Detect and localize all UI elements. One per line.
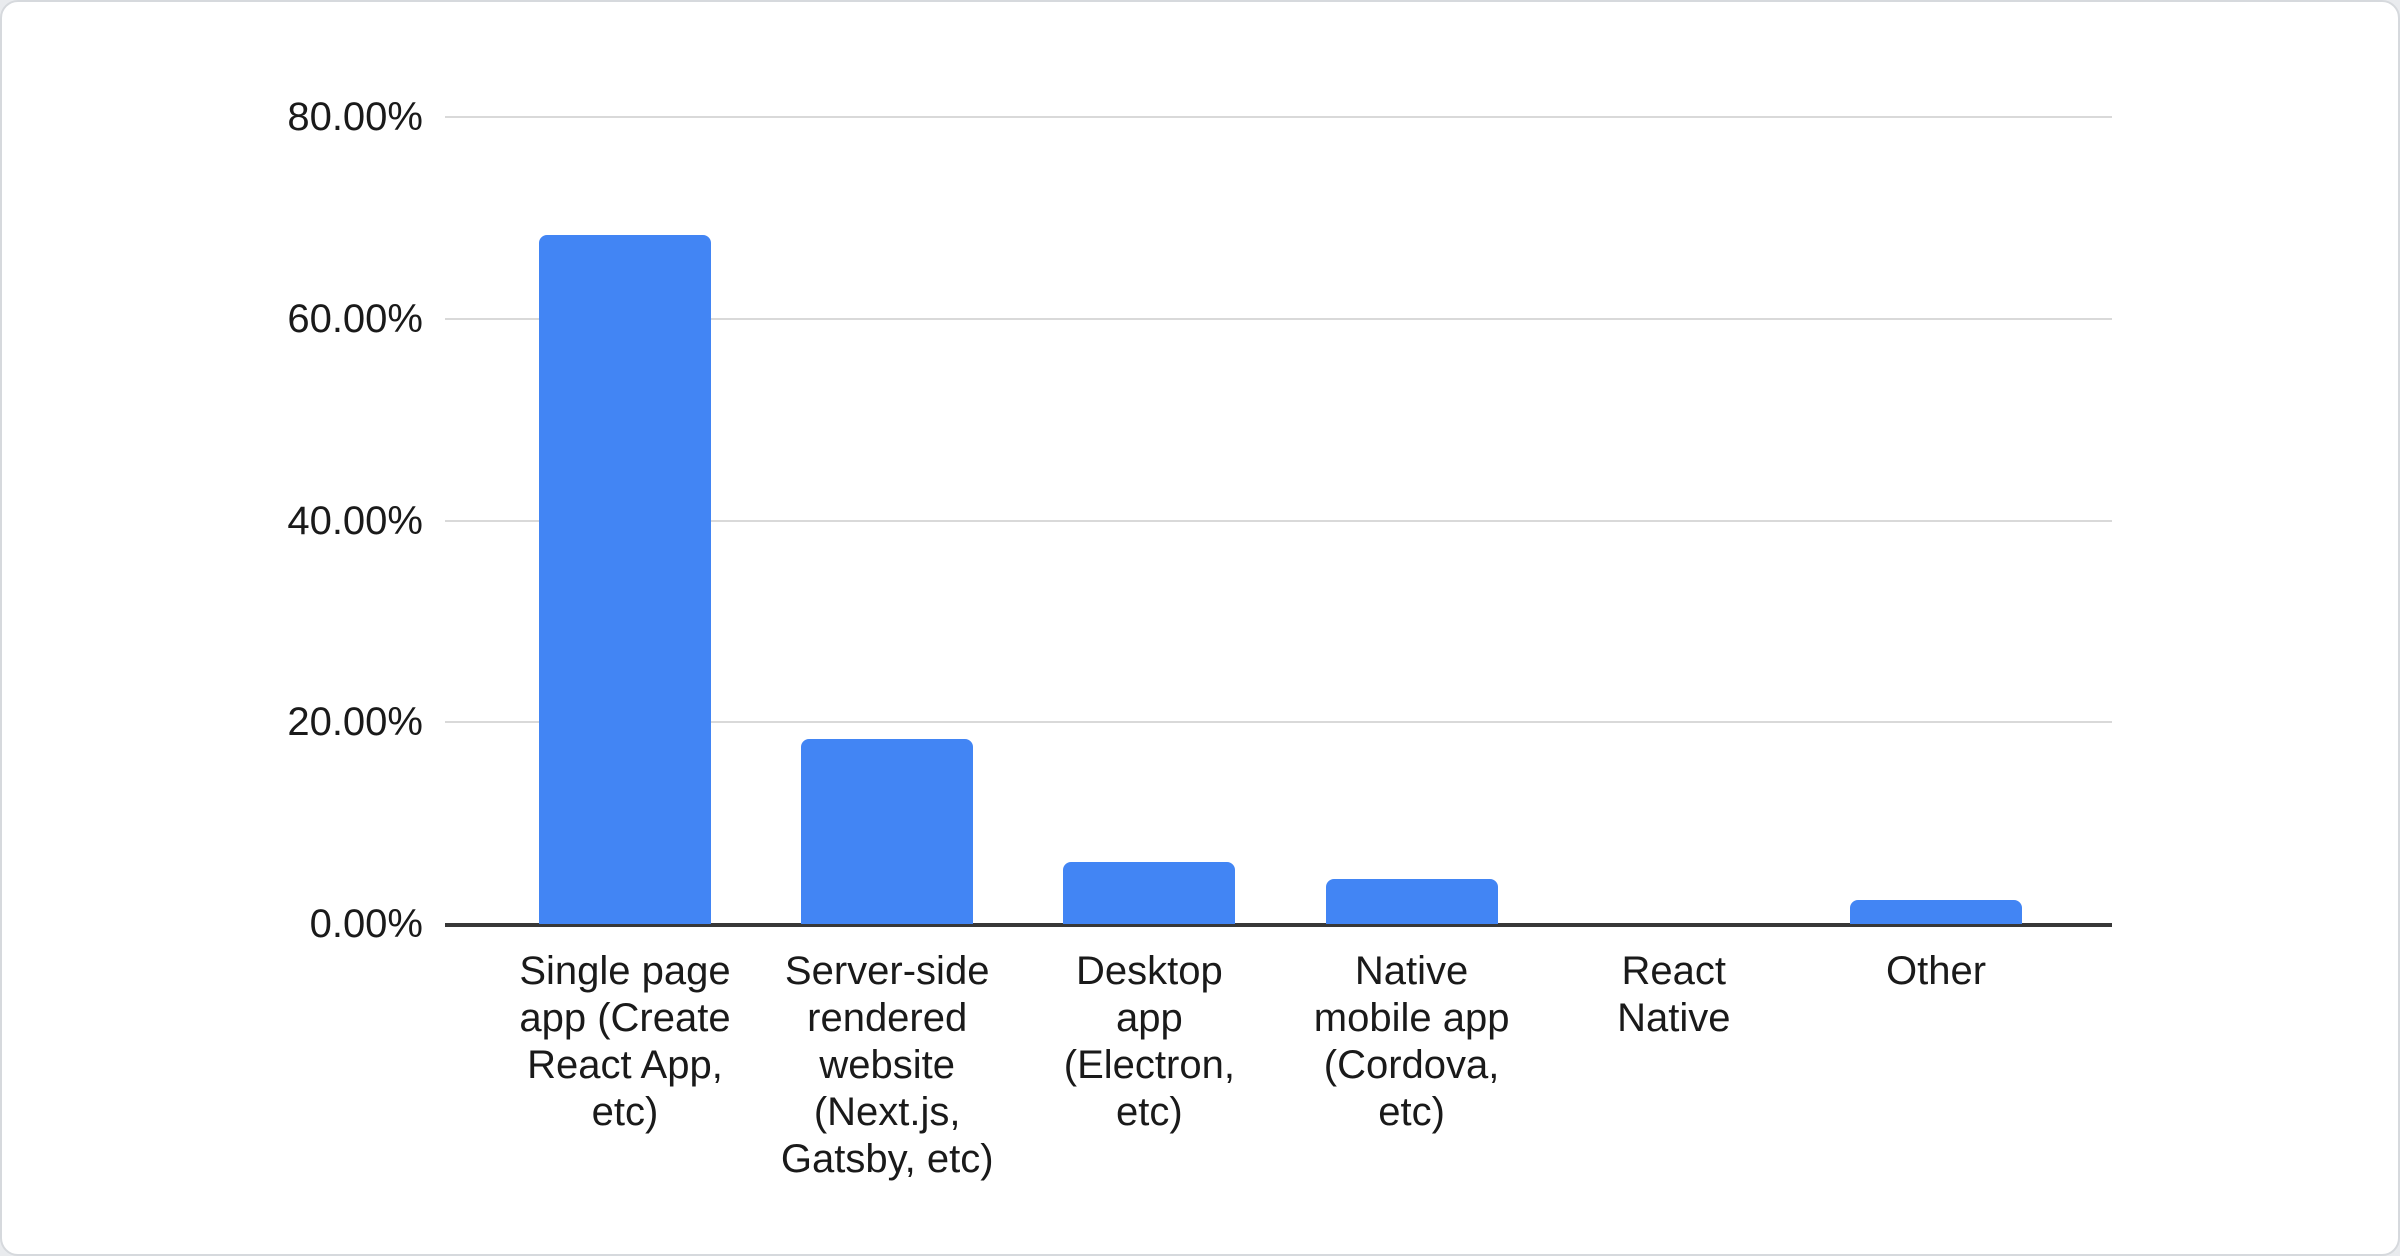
y-tick-label: 80.00% (287, 95, 423, 139)
x-tick-label: Single page app (Create React App, etc) (519, 949, 731, 1134)
x-tick-label: Server-side rendered website (Next.js, G… (780, 949, 994, 1181)
bar[interactable] (1850, 899, 2022, 924)
y-tick-label: 40.00% (287, 498, 423, 543)
x-tick-label: Other (1885, 949, 1987, 993)
gridline (445, 116, 2112, 118)
y-tick-label: 60.00% (287, 296, 423, 341)
y-tick-label: 0.00% (309, 902, 423, 946)
x-axis-line (445, 923, 2112, 927)
y-tick-label: 20.00% (287, 700, 423, 745)
x-tick-label: Native mobile app (Cordova, etc) (1313, 949, 1510, 1134)
gridline (445, 519, 2112, 522)
x-tick-label: Desktop app (Electron, etc) (1063, 949, 1235, 1134)
gridline (445, 721, 2112, 724)
gridline (445, 317, 2112, 320)
x-tick-label: React Native (1617, 949, 1731, 1040)
bar[interactable] (1325, 878, 1498, 924)
bar[interactable] (539, 235, 711, 924)
bar[interactable] (1063, 862, 1236, 924)
bar[interactable] (801, 739, 974, 924)
